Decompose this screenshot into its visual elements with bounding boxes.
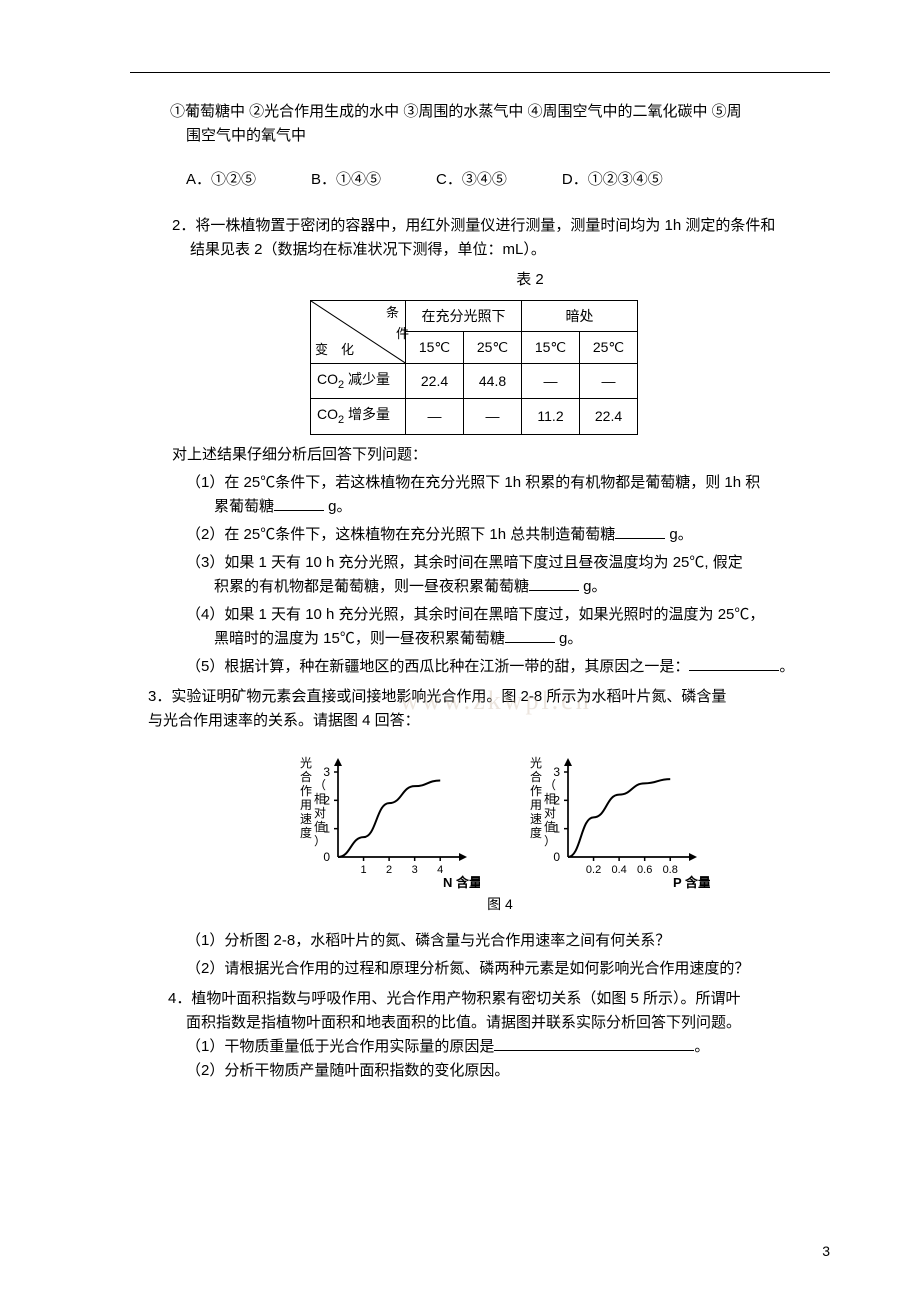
cell: —: [522, 363, 580, 398]
svg-text:用: 用: [530, 798, 542, 812]
svg-text:0.4: 0.4: [611, 864, 626, 876]
svg-text:3: 3: [323, 765, 330, 779]
q2-intro-line1: 2．将一株植物置于密闭的容器中，用红外测量仪进行测量，测量时间均为 1h 测定的…: [172, 214, 830, 238]
svg-text:1: 1: [360, 864, 366, 876]
charts-row: 12301234光合作用速度（相对值）N 含量 12300.20.40.60.8…: [170, 749, 830, 889]
svg-text:对: 对: [544, 806, 556, 820]
svg-text:0: 0: [553, 850, 560, 864]
row2-label: CO2 增多量: [311, 399, 406, 434]
q1-opt-a: A．①②⑤: [186, 168, 256, 192]
blank-field[interactable]: [505, 628, 555, 643]
svg-text:作: 作: [530, 784, 542, 798]
svg-text:作: 作: [300, 784, 312, 798]
svg-text:合: 合: [530, 769, 542, 784]
table-row: CO2 减少量 22.4 44.8 — —: [311, 363, 638, 398]
q2-sub4: （4）如果 1 天有 10 h 充分光照，其余时间在黑暗下度过，如果光照时的温度…: [186, 603, 830, 627]
q1-opt-c: C．③④⑤: [436, 168, 507, 192]
q1-stem-line2: 围空气中的氧气中: [186, 124, 830, 148]
table-diag-header: 条 件 变 化: [311, 301, 406, 364]
row1-label: CO2 减少量: [311, 363, 406, 398]
col-25-dark: 25℃: [580, 332, 638, 363]
q3-sub1: （1）分析图 2-8，水稻叶片的氮、磷含量与光合作用速率之间有何关系？: [186, 929, 830, 953]
svg-text:0.6: 0.6: [637, 864, 652, 876]
svg-text:相: 相: [544, 792, 556, 806]
svg-text:值: 值: [314, 819, 326, 834]
cell: 11.2: [522, 399, 580, 434]
q2-sub2: （2）在 25℃条件下，这株植物在充分光照下 1h 总共制造葡萄糖 g。: [186, 523, 830, 547]
table-row: CO2 增多量 — — 11.2 22.4: [311, 399, 638, 434]
q3-sub2: （2）请根据光合作用的过程和原理分析氮、磷两种元素是如何影响光合作用速度的？: [186, 957, 830, 981]
svg-text:速: 速: [530, 812, 542, 826]
svg-text:2: 2: [386, 864, 392, 876]
cell: —: [406, 399, 464, 434]
chart-p: 12300.20.40.60.8光合作用速度（相对值）P 含量: [520, 749, 710, 889]
top-rule: [130, 72, 830, 73]
svg-text:）: ）: [314, 834, 326, 848]
svg-text:度: 度: [530, 825, 542, 840]
svg-text:3: 3: [553, 765, 560, 779]
svg-text:0.2: 0.2: [586, 864, 601, 876]
svg-text:（: （: [314, 778, 326, 792]
svg-text:相: 相: [314, 792, 326, 806]
svg-text:对: 对: [314, 806, 326, 820]
blank-field[interactable]: [274, 496, 324, 511]
cell: —: [464, 399, 522, 434]
table-caption: 表 2: [230, 268, 830, 292]
diag-bottom-label: 变 化: [315, 340, 354, 361]
svg-text:）: ）: [544, 834, 556, 848]
q1-opt-d: D．①②③④⑤: [562, 168, 663, 192]
svg-text:P 含量: P 含量: [673, 875, 710, 889]
q2-sub1: （1）在 25℃条件下，若这株植物在充分光照下 1h 积累的有机物都是葡萄糖，则…: [186, 471, 830, 495]
diag-top-label: 条 件: [386, 303, 399, 345]
q2-sub4-cont: 黑暗时的温度为 15℃，则一昼夜积累葡萄糖 g。: [214, 627, 830, 651]
q4-sub1: （1）干物质重量低于光合作用实际量的原因是。: [186, 1035, 830, 1059]
blank-field[interactable]: [494, 1036, 694, 1051]
q1-stem-line1: ①葡萄糖中 ②光合作用生成的水中 ③周围的水蒸气中 ④周围空气中的二氧化碳中 ⑤…: [170, 100, 830, 124]
q4-intro-line2: 面积指数是指植物叶面积和地表面积的比值。请据图并联系实际分析回答下列问题。: [186, 1011, 830, 1035]
blank-field[interactable]: [689, 656, 779, 671]
col-15-light: 15℃: [406, 332, 464, 363]
chart-caption: 图 4: [170, 893, 830, 915]
q2-sub3: （3）如果 1 天有 10 h 充分光照，其余时间在黑暗下度过且昼夜温度均为 2…: [186, 551, 830, 575]
svg-text:值: 值: [544, 819, 556, 834]
svg-text:度: 度: [300, 825, 312, 840]
svg-text:N 含量: N 含量: [443, 875, 480, 889]
data-table: 条 件 变 化 在充分光照下 暗处 15℃ 25℃ 15℃ 25℃ CO2 减少…: [310, 300, 638, 435]
q1-opt-b: B．①④⑤: [311, 168, 381, 192]
cell: 22.4: [406, 363, 464, 398]
q4-intro-line1: 4．植物叶面积指数与呼吸作用、光合作用产物积累有密切关系（如图 5 所示）。所谓…: [168, 987, 830, 1011]
svg-text:用: 用: [300, 798, 312, 812]
header-light: 在充分光照下: [406, 301, 522, 332]
cell: —: [580, 363, 638, 398]
svg-text:速: 速: [300, 812, 312, 826]
page-number: 3: [822, 1240, 830, 1262]
q2-intro-line2: 结果见表 2（数据均在标准状况下测得，单位：mL）。: [190, 238, 830, 262]
q4-sub2: （2）分析干物质产量随叶面积指数的变化原因。: [186, 1059, 830, 1083]
cell: 44.8: [464, 363, 522, 398]
header-dark: 暗处: [522, 301, 638, 332]
col-15-dark: 15℃: [522, 332, 580, 363]
svg-text:光: 光: [300, 756, 312, 770]
q2-sub3-cont: 积累的有机物都是葡萄糖，则一昼夜积累葡萄糖 g。: [214, 575, 830, 599]
q2-sub5: （5）根据计算，种在新疆地区的西瓜比种在江浙一带的甜，其原因之一是：。: [186, 655, 830, 679]
blank-field[interactable]: [615, 524, 665, 539]
q1-options: A．①②⑤ B．①④⑤ C．③④⑤ D．①②③④⑤: [186, 168, 830, 192]
blank-field[interactable]: [529, 576, 579, 591]
svg-text:合: 合: [300, 769, 312, 784]
q2-sub1-cont: 累葡萄糖 g。: [214, 495, 830, 519]
q3-intro-line2: 与光合作用速率的关系。请据图 4 回答：: [148, 709, 830, 733]
q2-analysis-lead: 对上述结果仔细分析后回答下列问题：: [172, 443, 830, 467]
svg-text:3: 3: [412, 864, 418, 876]
svg-text:0: 0: [323, 850, 330, 864]
q3-intro-line1: 3．实验证明矿物元素会直接或间接地影响光合作用。图 2-8 所示为水稻叶片氮、磷…: [148, 685, 830, 709]
svg-text:（: （: [544, 778, 556, 792]
chart-n: 12301234光合作用速度（相对值）N 含量: [290, 749, 480, 889]
svg-text:光: 光: [530, 756, 542, 770]
cell: 22.4: [580, 399, 638, 434]
col-25-light: 25℃: [464, 332, 522, 363]
